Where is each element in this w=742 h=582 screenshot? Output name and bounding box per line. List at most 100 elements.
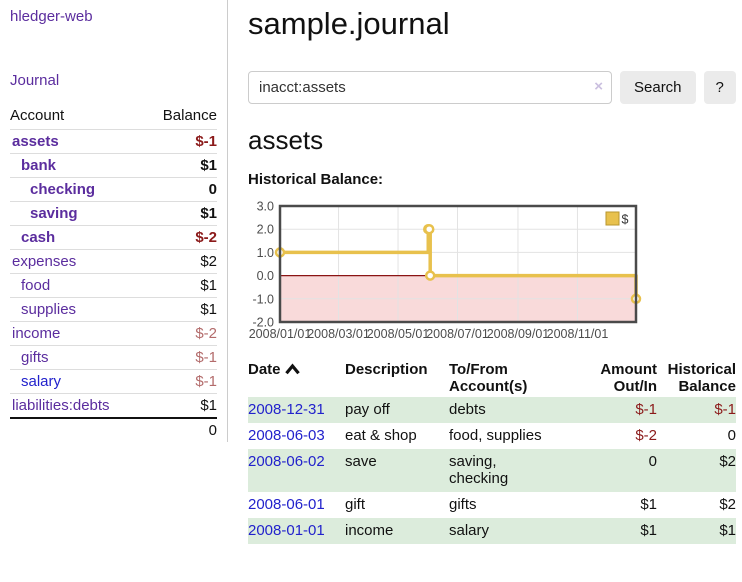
account-link-saving[interactable]: saving <box>30 205 78 222</box>
register-heading: assets <box>248 125 736 156</box>
transaction-accounts-cell: saving, checking <box>449 449 578 492</box>
transaction-amount-cell: $-1 <box>578 397 657 423</box>
account-row: liabilities:debts $1 <box>10 394 217 419</box>
transaction-accounts-cell: food, supplies <box>449 423 578 449</box>
svg-text:2008/07/01: 2008/07/01 <box>426 327 489 341</box>
account-link-income[interactable]: income <box>12 325 60 342</box>
transaction-balance-cell: $2 <box>657 492 736 518</box>
search-button[interactable]: Search <box>620 71 696 104</box>
transaction-balance-cell: $1 <box>657 518 736 544</box>
search-bar: × Search ? <box>248 71 736 104</box>
account-row: checking 0 <box>10 178 217 202</box>
account-row: assets $-1 <box>10 130 217 154</box>
account-balance: $1 <box>144 274 217 298</box>
table-row: 2008-06-02savesaving, checking0$2 <box>248 449 736 492</box>
account-link-cash[interactable]: cash <box>21 229 55 246</box>
svg-text:2.0: 2.0 <box>257 223 274 237</box>
svg-text:2008/01/01: 2008/01/01 <box>249 327 312 341</box>
main-content: sample.journal × Search ? assets Histori… <box>248 0 736 544</box>
sort-ascending-icon <box>285 363 300 375</box>
account-row: gifts $-1 <box>10 346 217 370</box>
svg-text:2008/11/01: 2008/11/01 <box>547 327 609 341</box>
transaction-date-link[interactable]: 2008-12-31 <box>248 401 325 418</box>
account-row: cash $-2 <box>10 226 217 250</box>
account-balance: $-1 <box>144 346 217 370</box>
svg-text:2008/03/01: 2008/03/01 <box>307 327 370 341</box>
account-balance: $1 <box>144 394 217 419</box>
transaction-date-cell: 2008-06-01 <box>248 492 345 518</box>
table-row: 2008-06-01 giftgifts$1$2 <box>248 492 736 518</box>
accounts-total-row: 0 <box>10 418 217 442</box>
column-header-amount: Amount Out/In <box>578 359 657 397</box>
svg-text:2008/09/01: 2008/09/01 <box>487 327 550 341</box>
transaction-date-link[interactable]: 2008-06-01 <box>248 496 325 513</box>
account-row: saving $1 <box>10 202 217 226</box>
account-balance: $1 <box>144 298 217 322</box>
transaction-amount-cell: $1 <box>578 492 657 518</box>
svg-text:1.0: 1.0 <box>257 246 274 260</box>
register-table: Date Description To/From Account(s) Amou… <box>248 359 736 544</box>
account-link-salary[interactable]: salary <box>21 373 61 390</box>
account-link-food[interactable]: food <box>21 277 50 294</box>
transaction-balance-cell: $2 <box>657 449 736 492</box>
accounts-table: Account Balance assets $-1 bank $1 checking 0… <box>10 104 217 442</box>
account-balance: 0 <box>144 178 217 202</box>
transaction-amount-cell: 0 <box>578 449 657 492</box>
search-help-button[interactable]: ? <box>704 71 736 104</box>
chart-title: Historical Balance: <box>248 171 736 188</box>
svg-text:2008/05/01: 2008/05/01 <box>367 327 430 341</box>
transaction-description-cell: pay off <box>345 397 449 423</box>
account-row: bank $1 <box>10 154 217 178</box>
transaction-accounts-cell: gifts <box>449 492 578 518</box>
account-balance: $-1 <box>144 130 217 154</box>
account-balance: $-1 <box>144 370 217 394</box>
transaction-date-cell: 2008-06-02 <box>248 449 345 492</box>
column-header-description: Description <box>345 359 449 397</box>
account-link-gifts[interactable]: gifts <box>21 349 49 366</box>
account-link-assets[interactable]: assets <box>12 133 59 150</box>
accounts-header-balance: Balance <box>144 104 217 130</box>
account-balance: $1 <box>144 202 217 226</box>
transaction-accounts-cell: salary <box>449 518 578 544</box>
transaction-description-cell: income <box>345 518 449 544</box>
account-balance: $-2 <box>144 322 217 346</box>
account-link-bank[interactable]: bank <box>21 157 56 174</box>
account-balance: $-2 <box>144 226 217 250</box>
accounts-header-account: Account <box>10 104 144 130</box>
transaction-date-link[interactable]: 2008-06-02 <box>248 453 325 470</box>
table-row: 2008-01-01incomesalary$1$1 <box>248 518 736 544</box>
transaction-description-cell: gift <box>345 492 449 518</box>
account-row: income $-2 <box>10 322 217 346</box>
account-link-liabilities-debts[interactable]: liabilities:debts <box>12 397 110 414</box>
account-row: food $1 <box>10 274 217 298</box>
account-row: supplies $1 <box>10 298 217 322</box>
column-header-accounts: To/From Account(s) <box>449 359 578 397</box>
account-row: expenses $2 <box>10 250 217 274</box>
search-input[interactable] <box>248 71 612 104</box>
account-balance: $1 <box>144 154 217 178</box>
sidebar: hledger-web Journal Account Balance asse… <box>0 0 228 442</box>
account-row: salary $-1 <box>10 370 217 394</box>
transaction-date-link[interactable]: 2008-06-03 <box>248 427 325 444</box>
clear-search-icon[interactable]: × <box>594 78 603 95</box>
column-header-date[interactable]: Date <box>248 359 345 397</box>
svg-text:-1.0: -1.0 <box>252 292 274 306</box>
table-row: 2008-12-31pay offdebts$-1$-1 <box>248 397 736 423</box>
app-brand-link[interactable]: hledger-web <box>10 8 217 25</box>
historical-balance-chart: $3.02.01.00.0-1.0-2.02008/01/012008/03/0… <box>248 199 642 341</box>
transaction-date-cell: 2008-01-01 <box>248 518 345 544</box>
svg-text:0.0: 0.0 <box>257 269 274 283</box>
sidebar-item-journal[interactable]: Journal <box>10 72 217 89</box>
svg-text:3.0: 3.0 <box>257 200 274 214</box>
transaction-accounts-cell: debts <box>449 397 578 423</box>
transaction-date-link[interactable]: 2008-01-01 <box>248 522 325 539</box>
account-link-supplies[interactable]: supplies <box>21 301 76 318</box>
page-title: sample.journal <box>248 6 736 42</box>
account-link-expenses[interactable]: expenses <box>12 253 76 270</box>
account-balance: $2 <box>144 250 217 274</box>
transaction-balance-cell: $-1 <box>657 397 736 423</box>
table-row: 2008-06-03eat & shopfood, supplies$-20 <box>248 423 736 449</box>
account-link-checking[interactable]: checking <box>30 181 95 198</box>
transaction-description-cell: eat & shop <box>345 423 449 449</box>
search-input-wrap: × <box>248 71 612 104</box>
